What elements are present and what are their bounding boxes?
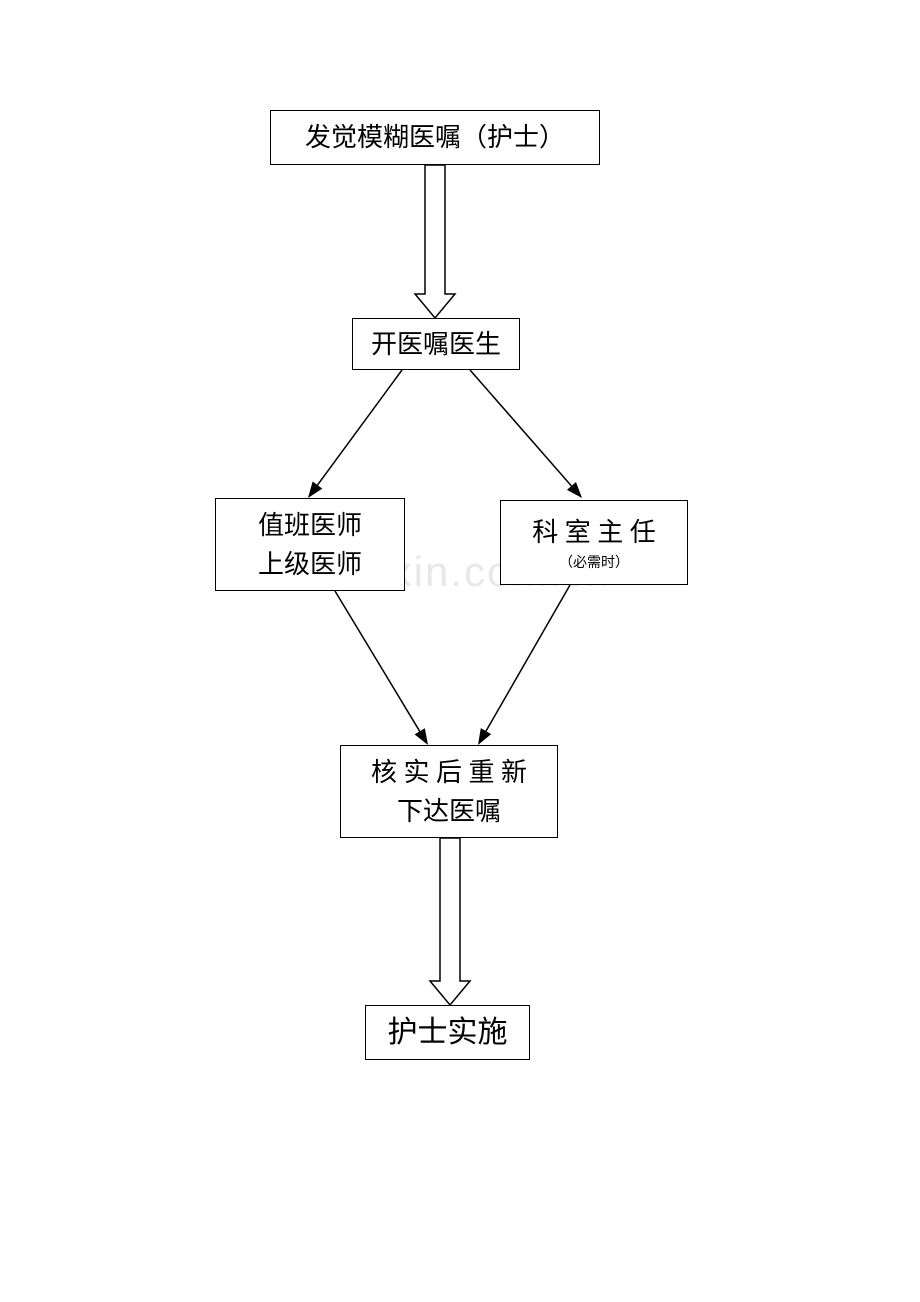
flowchart-node-n4: 科 室 主 任（必需时） [500,500,688,585]
node-label: 科 室 主 任 [532,513,656,552]
node-label: 值班医师 上级医师 [258,506,362,584]
flowchart-node-n5: 核 实 后 重 新 下达医嘱 [340,745,558,838]
flowchart-edge-5 [0,0,920,1302]
node-label: 开医嘱医生 [371,325,501,364]
node-sublabel: （必需时） [559,552,629,572]
flowchart-node-n1: 发觉模糊医嘱（护士） [270,110,600,165]
flowchart-node-n3: 值班医师 上级医师 [215,498,405,591]
flowchart-node-n2: 开医嘱医生 [352,318,520,370]
node-label: 核 实 后 重 新 下达医嘱 [371,753,527,831]
flowchart-node-n6: 护士实施 [365,1005,530,1060]
node-label: 护士实施 [388,1010,508,1055]
node-label: 发觉模糊医嘱（护士） [305,118,565,157]
